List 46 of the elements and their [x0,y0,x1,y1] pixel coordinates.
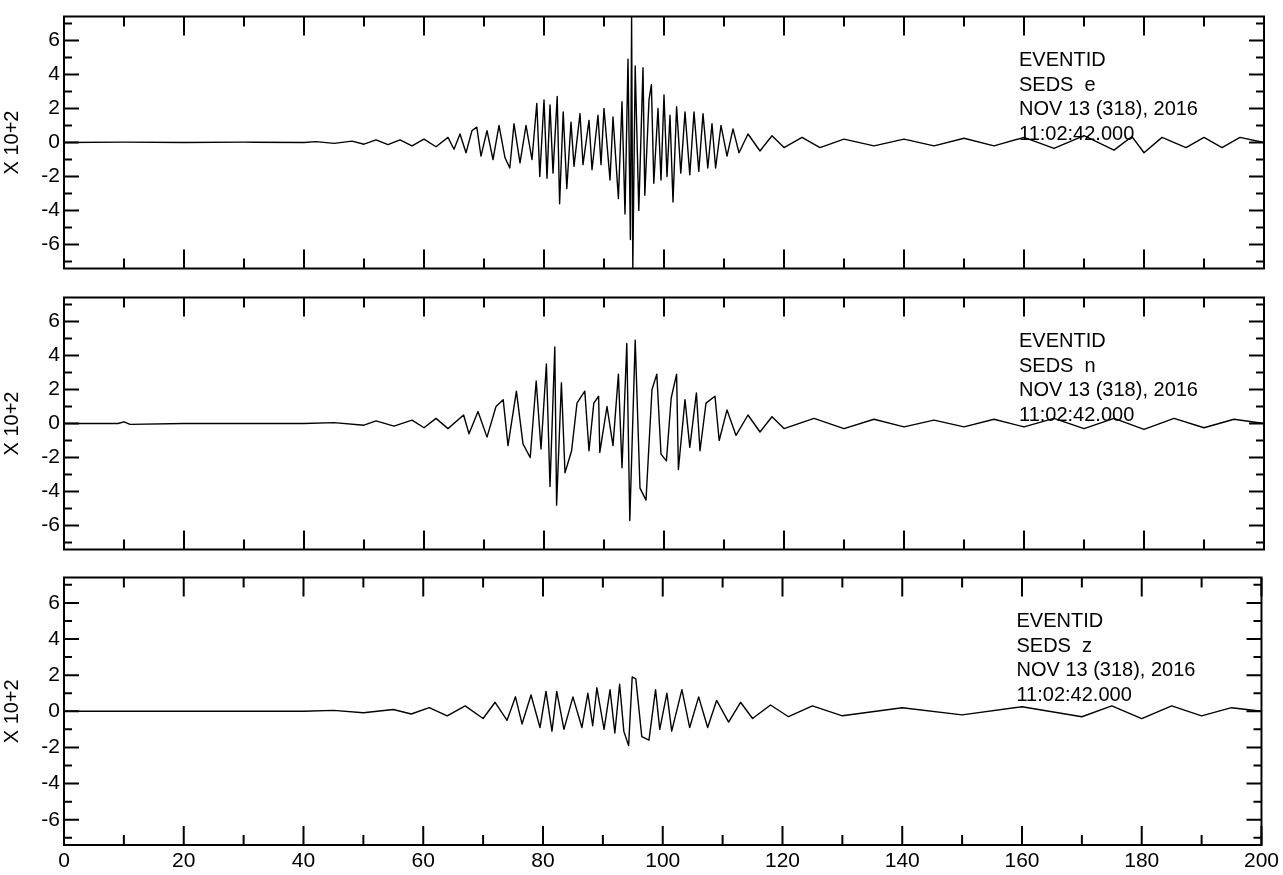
x-tick-label: 100 [645,848,681,872]
annotation: EVENTID [1019,48,1106,71]
y-tick-label: -2 [41,444,60,468]
x-tick-label: 60 [411,848,435,872]
x-tick-label: 160 [1004,848,1040,872]
x-tick-label: 120 [764,848,801,872]
x-tick-label: 20 [172,848,196,872]
annotation: SEDS z [1016,633,1093,656]
y-tick-label: 4 [48,61,61,85]
y-tick-label: -2 [41,163,60,187]
annotation: 11:02:42.000 [1019,121,1135,144]
y-tick-label: 2 [48,661,60,685]
y-tick-label: -6 [41,512,60,536]
y-tick-label: -4 [41,478,61,502]
y-axis-title: X 10+2 [0,679,22,744]
y-tick-label: -4 [41,770,61,794]
annotation: SEDS e [1019,72,1096,95]
x-tick-label: 140 [884,848,920,872]
y-tick-label: 6 [48,308,60,332]
annotation: NOV 13 (318), 2016 [1016,658,1196,681]
y-tick-label: 0 [48,410,60,434]
y-tick-label: 0 [48,698,60,722]
y-tick-label: 6 [48,27,60,51]
annotation: NOV 13 (318), 2016 [1019,378,1198,401]
annotation: EVENTID [1016,609,1104,632]
y-tick-label: -6 [41,231,60,255]
y-tick-label: 2 [48,95,60,119]
y-tick-label: -4 [41,197,61,221]
annotation: SEDS n [1019,353,1096,376]
annotation: NOV 13 (318), 2016 [1019,97,1198,120]
x-tick-label: 80 [531,848,555,872]
y-tick-label: 0 [48,129,60,153]
y-axis-title: X 10+2 [0,110,22,175]
y-axis-title: X 10+2 [0,391,22,456]
x-tick-label: 180 [1124,848,1160,872]
y-tick-label: -6 [41,806,60,830]
x-tick-label: 40 [291,848,316,872]
y-tick-label: 4 [48,625,61,649]
annotation: 11:02:42.000 [1019,402,1135,425]
y-tick-label: -2 [41,734,60,758]
x-tick-label: 200 [1243,848,1279,872]
annotation: 11:02:42.000 [1016,682,1132,705]
y-tick-label: 2 [48,376,60,400]
annotation: EVENTID [1019,329,1106,352]
y-tick-label: 6 [48,589,60,613]
y-tick-label: 4 [48,342,61,366]
